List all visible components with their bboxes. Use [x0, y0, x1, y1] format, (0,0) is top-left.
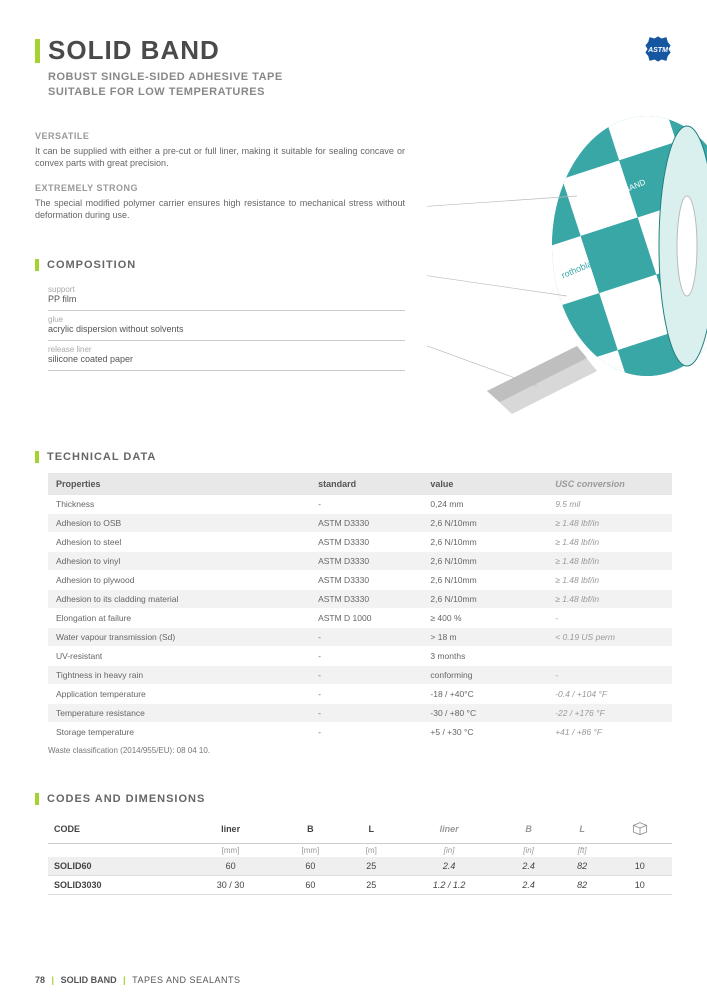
feature-title: EXTREMELY STRONG [35, 183, 405, 193]
th-value: value [422, 473, 547, 495]
technical-heading: TECHNICAL DATA [35, 451, 672, 463]
table-row: Adhesion to steelASTM D33302,6 N/10mm≥ 1… [48, 533, 672, 552]
table-row: Adhesion to its cladding materialASTM D3… [48, 590, 672, 609]
svg-text:ASTM: ASTM [647, 47, 668, 54]
th-codes: B [276, 815, 345, 844]
th-properties: Properties [48, 473, 310, 495]
th-codes: liner [185, 815, 276, 844]
feature-versatile: VERSATILE It can be supplied with either… [35, 131, 405, 169]
table-row: Adhesion to vinylASTM D33302,6 N/10mm≥ 1… [48, 552, 672, 571]
feature-text: It can be supplied with either a pre-cut… [35, 145, 405, 169]
composition-item: release liner silicone coated paper [48, 341, 405, 371]
table-row: Application temperature--18 / +40°C-0.4 … [48, 685, 672, 704]
unit-cell: [in] [398, 844, 501, 858]
table-row: UV-resistant-3 months [48, 647, 672, 666]
table-row: Adhesion to OSBASTM D33302,6 N/10mm≥ 1.4… [48, 514, 672, 533]
unit-cell [48, 844, 185, 858]
page-footer: 78 | SOLID BAND | TAPES AND SEALANTS [35, 975, 241, 985]
table-row: Tightness in heavy rain-conforming- [48, 666, 672, 685]
codes-heading: CODES AND DIMENSIONS [35, 793, 672, 805]
th-codes [607, 815, 672, 844]
subtitle: ROBUST SINGLE-SIDED ADHESIVE TAPE SUITAB… [48, 70, 283, 101]
feature-title: VERSATILE [35, 131, 405, 141]
waste-classification-note: Waste classification (2014/955/EU): 08 0… [48, 746, 672, 755]
svg-text:rothoblaas: rothoblaas [523, 140, 566, 166]
codes-dimensions-table: CODElinerBLlinerBL [mm][mm][m][in][in][f… [48, 815, 672, 895]
th-codes: L [557, 815, 608, 844]
unit-cell: [m] [345, 844, 398, 858]
table-row: Temperature resistance--30 / +80 °C-22 /… [48, 704, 672, 723]
th-codes: liner [398, 815, 501, 844]
title-block: SOLID BAND ROBUST SINGLE-SIDED ADHESIVE … [35, 35, 283, 101]
unit-cell: [ft] [557, 844, 608, 858]
composition-item: glue acrylic dispersion without solvents [48, 311, 405, 341]
unit-cell: [mm] [185, 844, 276, 858]
footer-product-name: SOLID BAND [61, 975, 117, 985]
feature-strong: EXTREMELY STRONG The special modified po… [35, 183, 405, 221]
unit-cell: [in] [500, 844, 556, 858]
feature-text: The special modified polymer carrier ens… [35, 197, 405, 221]
th-usc: USC conversion [547, 473, 672, 495]
package-icon [632, 821, 648, 835]
product-image: rothoblaas SOLID BAND rothoblaas SOLID B… [427, 96, 707, 416]
unit-cell [607, 844, 672, 858]
table-row: Water vapour transmission (Sd)-> 18 m< 0… [48, 628, 672, 647]
page-title: SOLID BAND [48, 35, 220, 66]
composition-list: support PP film glue acrylic dispersion … [48, 281, 405, 371]
table-row: SOLID606060252.42.48210 [48, 857, 672, 876]
table-row: Adhesion to plywoodASTM D33302,6 N/10mm≥… [48, 571, 672, 590]
composition-heading: COMPOSITION [35, 259, 405, 271]
footer-category: TAPES AND SEALANTS [132, 975, 240, 985]
th-standard: standard [310, 473, 422, 495]
table-row: Thickness-0,24 mm9.5 mil [48, 495, 672, 514]
table-row: SOLID303030 / 3060251.2 / 1.22.48210 [48, 876, 672, 895]
composition-item: support PP film [48, 281, 405, 311]
accent-bar [35, 39, 40, 63]
astm-badge-icon: ASTM [644, 35, 672, 63]
technical-data-table: Properties standard value USC conversion… [48, 473, 672, 742]
table-row: Elongation at failureASTM D 1000≥ 400 %- [48, 609, 672, 628]
table-row: Storage temperature-+5 / +30 °C+41 / +86… [48, 723, 672, 742]
th-codes: B [500, 815, 556, 844]
th-codes: CODE [48, 815, 185, 844]
unit-cell: [mm] [276, 844, 345, 858]
page-number: 78 [35, 975, 45, 985]
th-codes: L [345, 815, 398, 844]
